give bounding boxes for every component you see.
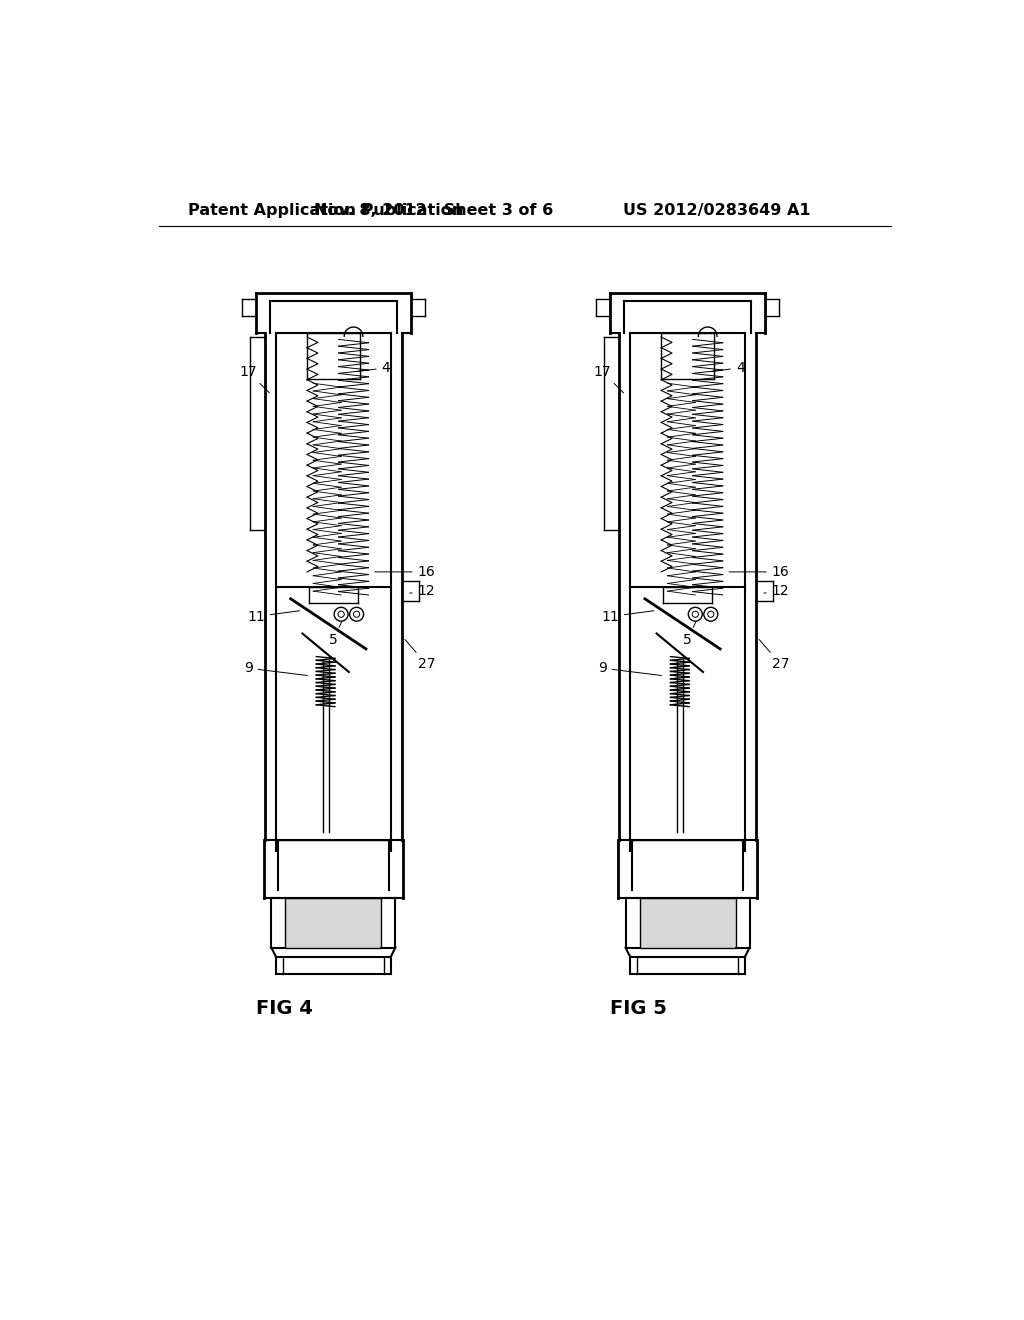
Text: 5: 5 xyxy=(329,622,342,647)
Text: 27: 27 xyxy=(404,639,435,672)
Text: 5: 5 xyxy=(683,622,695,647)
Text: 16: 16 xyxy=(729,565,790,579)
Text: Nov. 8, 2012   Sheet 3 of 6: Nov. 8, 2012 Sheet 3 of 6 xyxy=(314,203,554,218)
Text: 4: 4 xyxy=(712,360,744,375)
Text: 9: 9 xyxy=(244,661,307,676)
Text: 4: 4 xyxy=(357,360,390,375)
Text: 12: 12 xyxy=(764,585,790,598)
Text: FIG 4: FIG 4 xyxy=(256,999,312,1018)
Bar xyxy=(640,898,735,948)
Text: 27: 27 xyxy=(759,639,790,672)
Text: Patent Application Publication: Patent Application Publication xyxy=(188,203,464,218)
Text: FIG 5: FIG 5 xyxy=(610,999,667,1018)
Bar xyxy=(286,898,381,948)
Text: US 2012/0283649 A1: US 2012/0283649 A1 xyxy=(624,203,811,218)
Text: 17: 17 xyxy=(594,364,624,393)
Text: 11: 11 xyxy=(601,610,653,623)
Text: 12: 12 xyxy=(410,585,435,598)
Text: 11: 11 xyxy=(247,610,300,623)
Text: 16: 16 xyxy=(375,565,435,579)
Text: 17: 17 xyxy=(240,364,269,393)
Text: 9: 9 xyxy=(598,661,662,676)
